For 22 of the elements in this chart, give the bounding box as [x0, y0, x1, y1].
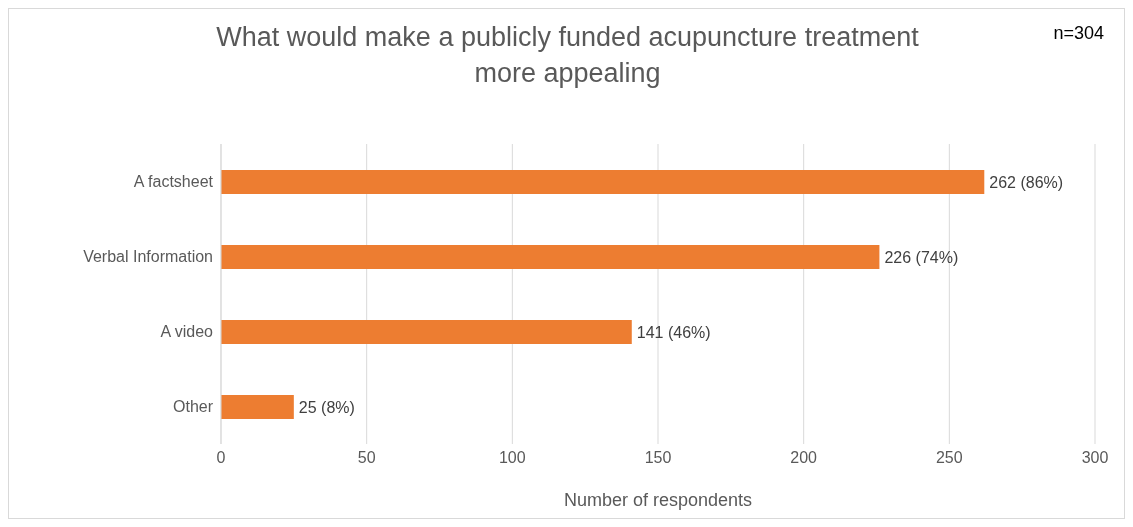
data-label: 226 (74%): [884, 248, 959, 266]
chart-title: What would make a publicly funded acupuncture treatment more appealing: [215, 21, 920, 90]
y-tick-label: A video: [160, 323, 214, 341]
x-tick-label: 200: [790, 449, 818, 467]
x-tick-label: 50: [357, 449, 376, 467]
x-tick-label: 250: [935, 449, 963, 467]
x-tick-label: 100: [498, 449, 526, 467]
data-label: 141 (46%): [636, 323, 711, 341]
x-tick-label: 150: [644, 449, 672, 467]
y-tick-label: Verbal Information: [83, 248, 213, 266]
bar: [221, 320, 632, 344]
text: n=304: [1053, 23, 1104, 44]
y-tick-label: A factsheet: [133, 173, 214, 191]
data-label: 262 (86%): [989, 173, 1064, 191]
x-tick-label: 0: [216, 449, 226, 467]
y-tick-label: Other: [172, 398, 214, 416]
bar: [221, 245, 880, 269]
data-label: 25 (8%): [298, 398, 355, 416]
bar: [221, 170, 985, 194]
bar: [221, 395, 294, 419]
x-tick-label: 300: [1081, 449, 1109, 467]
x-axis-title: Number of respondents: [563, 490, 753, 510]
